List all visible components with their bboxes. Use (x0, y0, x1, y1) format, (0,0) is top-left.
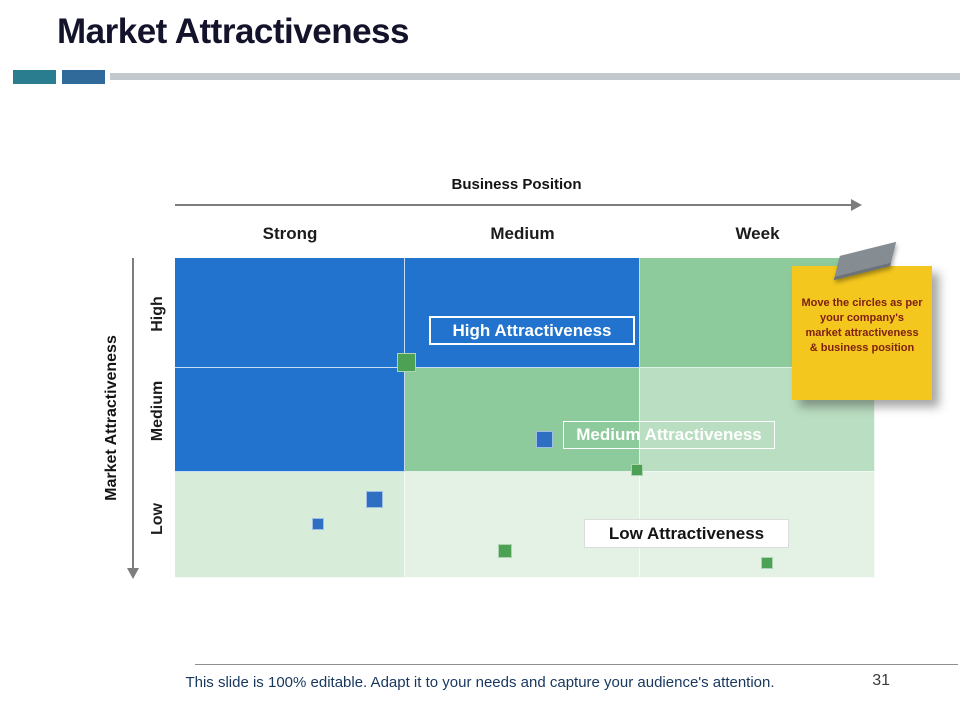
x-axis-arrow-line (175, 204, 851, 206)
row-label-low: Low (149, 503, 166, 535)
x-axis-title: Business Position (451, 176, 582, 193)
matrix-marker-green[interactable] (397, 353, 416, 372)
matrix-marker-green[interactable] (631, 464, 643, 476)
x-axis-tick-labels: Strong Medium Week (175, 224, 875, 244)
matrix-marker-blue[interactable] (366, 491, 383, 508)
matrix-marker-blue[interactable] (536, 431, 553, 448)
matrix-cell (405, 258, 640, 368)
page-number: 31 (872, 672, 890, 689)
row-label-high: High (149, 296, 166, 332)
sticky-note: Move the circles as per your company's m… (792, 266, 932, 400)
col-label-strong: Strong (262, 224, 318, 243)
slide-title: Market Attractiveness (57, 12, 409, 51)
matrix-marker-green[interactable] (498, 544, 512, 558)
row-label-medium: Medium (149, 380, 166, 442)
zone-label-low-attractiveness: Low Attractiveness (584, 519, 789, 548)
footer-divider (195, 664, 958, 665)
matrix-marker-green[interactable] (761, 557, 773, 569)
col-label-week: Week (735, 224, 780, 243)
matrix-cell (175, 258, 405, 368)
matrix-cell (405, 368, 640, 472)
matrix-cell (175, 472, 405, 578)
x-axis-arrowhead-icon (851, 199, 862, 211)
y-axis-arrowhead-icon (127, 568, 139, 579)
zone-label-high-attractiveness: High Attractiveness (429, 316, 635, 345)
y-axis-arrow-line (132, 258, 134, 570)
matrix-marker-blue[interactable] (312, 518, 324, 530)
matrix-cell (175, 368, 405, 472)
accent-square-teal (13, 70, 56, 84)
footer-note: This slide is 100% editable. Adapt it to… (185, 674, 775, 691)
matrix-grid (175, 258, 875, 578)
col-label-medium: Medium (490, 224, 555, 243)
accent-square-blue (62, 70, 105, 84)
y-axis-title: Market Attractiveness (103, 335, 120, 501)
header-divider-bar (110, 73, 960, 80)
zone-label-medium-attractiveness: Medium Attractiveness (563, 421, 775, 449)
